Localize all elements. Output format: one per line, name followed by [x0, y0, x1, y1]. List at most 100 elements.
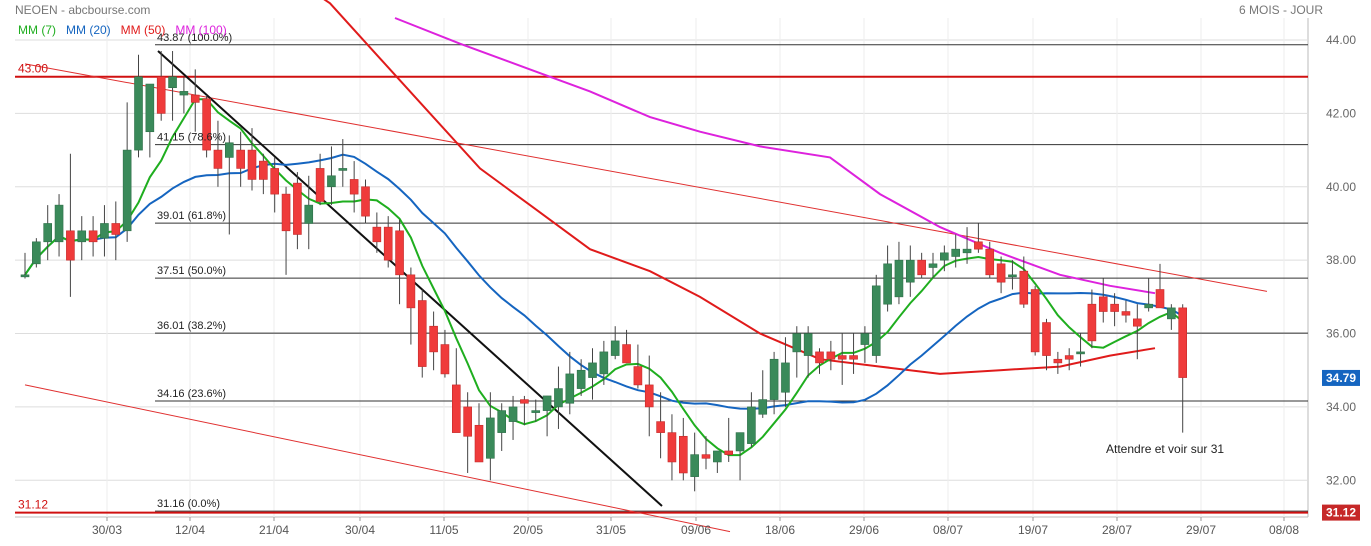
candle-down: [917, 259, 926, 276]
candle-down: [656, 421, 665, 433]
x-tick-label: 20/05: [513, 523, 543, 537]
candle-up: [32, 241, 41, 265]
candle-down: [985, 248, 995, 276]
y-tick-label: 42.00: [1326, 106, 1356, 120]
y-tick-label: 40.00: [1326, 180, 1356, 194]
candle-up: [497, 410, 507, 433]
candle-down: [417, 300, 427, 367]
candle-up: [304, 204, 314, 224]
candle-up: [20, 274, 30, 278]
y-tick-label: 36.00: [1326, 327, 1356, 341]
candle-down: [451, 384, 461, 433]
candle-up: [77, 230, 87, 243]
support-price-badge-box: [1322, 504, 1360, 521]
candle-down: [667, 432, 677, 463]
candle-down: [270, 168, 280, 195]
candle-down: [66, 230, 75, 261]
candle-up: [769, 358, 779, 400]
x-tick-label: 12/04: [175, 523, 205, 537]
period-label[interactable]: 6 MOIS - JOUR: [1238, 3, 1323, 17]
candle-up: [792, 333, 802, 353]
candle-up: [554, 388, 563, 408]
candle-down: [1030, 289, 1040, 353]
candle-down: [633, 366, 643, 386]
candle-up: [54, 204, 64, 243]
candle-down: [974, 241, 983, 250]
candle-down: [996, 263, 1006, 283]
candle-up: [338, 168, 348, 171]
last-price-badge-text: 34.79: [1326, 371, 1356, 385]
ma7-line: [24, 98, 1184, 457]
x-tick-label: 31/05: [596, 523, 626, 537]
y-tick-label: 44.00: [1326, 33, 1356, 47]
support-resistance-label: 43.00: [18, 62, 48, 76]
y-tick-label: 32.00: [1326, 473, 1356, 487]
fibonacci-label: 31.16 (0.0%): [157, 498, 220, 510]
candle-down: [622, 344, 631, 364]
candle-up: [531, 410, 541, 413]
candle-down: [849, 355, 858, 360]
candle-up: [599, 351, 609, 375]
candle-up: [690, 454, 699, 477]
candle-up: [1008, 274, 1017, 278]
support-resistance-label: 31.12: [18, 498, 48, 512]
candle-up: [758, 399, 768, 415]
candle-up: [168, 76, 177, 89]
candle-up: [781, 362, 790, 393]
candle-down: [429, 325, 438, 353]
candle-up: [610, 340, 620, 356]
candle-up: [100, 223, 109, 239]
candle-up: [565, 373, 575, 404]
candle-down: [395, 230, 404, 276]
candle-down: [1155, 289, 1165, 309]
candle-up: [962, 248, 972, 254]
chart-title: NEOEN - abcbourse.com: [15, 3, 151, 17]
candle-up: [122, 149, 132, 232]
candle-down: [463, 406, 472, 437]
x-tick-label: 29/06: [849, 523, 879, 537]
legend-ma50: MM (50): [120, 23, 166, 37]
candle-down: [259, 160, 268, 180]
candle-down: [236, 149, 245, 169]
candle-up: [928, 263, 938, 268]
candle-down: [474, 424, 484, 463]
candle-down: [644, 384, 654, 408]
x-tick-label: 09/06: [681, 523, 711, 537]
candle-down: [1121, 311, 1131, 316]
annotation-text: Attendre et voir sur 31: [1106, 442, 1224, 456]
candle-up: [803, 333, 813, 356]
legend-ma100: MM (100): [175, 23, 227, 37]
fibonacci-label: 34.16 (23.6%): [157, 388, 226, 400]
fibonacci-label: 37.51 (50.0%): [157, 265, 226, 277]
lower-trend-line: [24, 384, 731, 533]
candle-down: [1087, 303, 1097, 342]
candle-down: [701, 454, 711, 459]
candle-down: [190, 94, 200, 103]
candle-down: [315, 168, 325, 202]
fibonacci-label: 43.87 (100.0%): [157, 32, 232, 44]
candle-up: [735, 432, 745, 452]
candle-up: [508, 406, 518, 422]
fibonacci-label: 39.01 (61.8%): [157, 210, 226, 222]
legend-ma7: MM (7): [18, 23, 56, 37]
candle-down: [247, 149, 257, 180]
candle-up: [894, 259, 904, 298]
candle-down: [440, 344, 450, 375]
x-tick-label: 28/07: [1102, 523, 1132, 537]
candle-up: [486, 417, 495, 459]
candle-up: [951, 248, 961, 257]
candle-up: [1167, 307, 1176, 320]
candle-down: [724, 450, 734, 455]
candle-down: [678, 435, 688, 474]
candle-down: [372, 226, 382, 243]
candle-down: [1110, 303, 1119, 312]
last-price-badge-box: [1322, 369, 1360, 386]
candle-down: [1042, 322, 1051, 356]
candle-down: [1053, 358, 1063, 364]
candle-down: [1064, 355, 1074, 360]
candle-down: [815, 351, 824, 364]
candle-down: [383, 226, 393, 261]
candle-down: [1133, 318, 1142, 327]
candle-up: [1144, 303, 1153, 309]
